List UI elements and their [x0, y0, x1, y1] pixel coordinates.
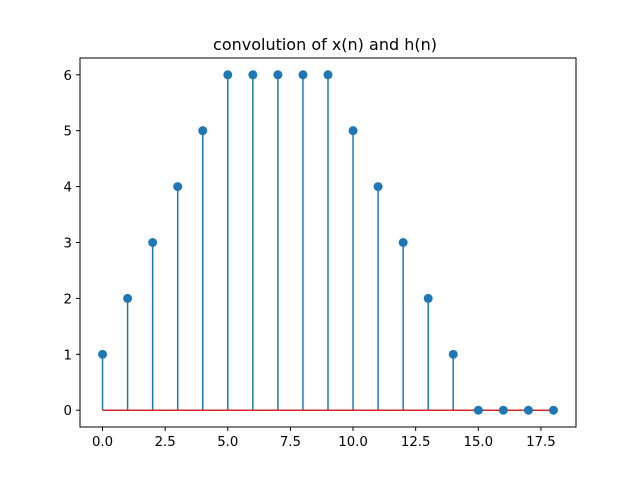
stem-markers: [98, 70, 558, 415]
stem-marker: [373, 182, 383, 192]
x-tick-label: 12.5: [401, 435, 431, 450]
stem-marker: [123, 293, 133, 303]
y-tick-label: 2: [64, 292, 72, 307]
axes-frame: [79, 57, 577, 428]
x-tick-label: 15.0: [463, 435, 493, 450]
stem-marker: [298, 70, 308, 80]
stem-marker: [423, 293, 433, 303]
stem-marker: [248, 70, 258, 80]
x-tick-label: 2.5: [155, 435, 176, 450]
x-tick-label: 7.5: [280, 435, 301, 450]
y-axis: 0 1 2 3 4 5 6: [64, 69, 80, 419]
stem-marker: [173, 182, 183, 192]
x-axis: 0.0 2.5 5.0 7.5 10.0 12.5 15.0 17.5: [92, 427, 556, 450]
stem-marker: [448, 349, 458, 359]
x-tick-label: 0.0: [92, 435, 113, 450]
stem-marker: [273, 70, 283, 80]
stem-marker: [198, 126, 208, 136]
x-tick-label: 5.0: [217, 435, 238, 450]
y-tick-label: 6: [64, 69, 72, 84]
chart-title: convolution of x(n) and h(n): [213, 35, 437, 54]
stem-marker: [98, 349, 108, 359]
y-tick-label: 1: [64, 348, 72, 363]
x-tick-label: 10.0: [338, 435, 368, 450]
y-tick-label: 0: [64, 404, 72, 419]
y-tick-label: 4: [64, 181, 72, 196]
stem-lines: [101, 74, 455, 411]
stem-marker: [398, 238, 408, 247]
stem-marker: [473, 405, 483, 415]
stem-marker: [148, 238, 158, 247]
stem-marker: [498, 405, 508, 415]
stem-marker: [348, 126, 358, 136]
y-tick-label: 5: [64, 125, 72, 140]
stem-marker: [548, 405, 558, 415]
stem-marker: [523, 405, 533, 415]
stem-marker: [223, 70, 233, 80]
y-tick-label: 3: [64, 237, 72, 252]
x-tick-label: 17.5: [526, 435, 556, 450]
stem-marker: [323, 70, 333, 80]
